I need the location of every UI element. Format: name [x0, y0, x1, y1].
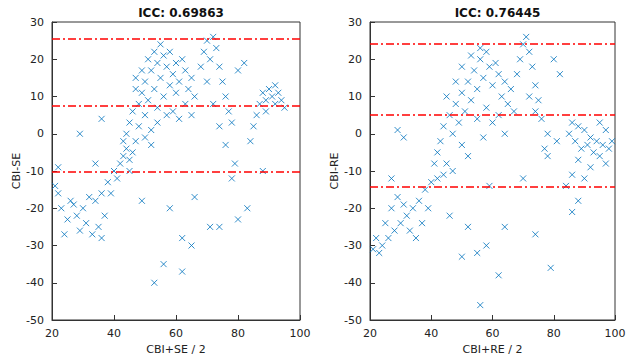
svg-text:CBI-SE: CBI-SE	[10, 153, 23, 189]
svg-text:0: 0	[355, 127, 362, 140]
svg-text:-10: -10	[344, 165, 362, 178]
svg-text:-40: -40	[26, 276, 44, 289]
svg-text:100: 100	[605, 327, 626, 340]
svg-text:ICC: 0.76445: ICC: 0.76445	[455, 6, 541, 20]
svg-text:20: 20	[45, 327, 59, 340]
svg-text:-30: -30	[26, 239, 44, 252]
svg-text:10: 10	[30, 90, 44, 103]
svg-text:30: 30	[30, 16, 44, 29]
svg-text:30: 30	[348, 16, 362, 29]
svg-text:40: 40	[424, 327, 438, 340]
svg-text:10: 10	[348, 90, 362, 103]
svg-text:CBI+RE / 2: CBI+RE / 2	[463, 343, 523, 356]
svg-text:20: 20	[363, 327, 377, 340]
svg-text:60: 60	[486, 327, 500, 340]
svg-text:20: 20	[30, 53, 44, 66]
svg-text:40: 40	[107, 327, 121, 340]
svg-text:0: 0	[37, 127, 44, 140]
svg-text:-20: -20	[344, 202, 362, 215]
svg-text:CBI+SE / 2: CBI+SE / 2	[146, 343, 205, 356]
svg-text:-40: -40	[344, 276, 362, 289]
svg-text:-10: -10	[26, 165, 44, 178]
svg-text:-20: -20	[26, 202, 44, 215]
svg-text:100: 100	[290, 327, 311, 340]
svg-text:-50: -50	[26, 314, 44, 327]
svg-text:20: 20	[348, 53, 362, 66]
svg-text:80: 80	[231, 327, 245, 340]
svg-text:CBI-RE: CBI-RE	[328, 152, 341, 189]
svg-text:-30: -30	[344, 239, 362, 252]
svg-text:60: 60	[169, 327, 183, 340]
svg-text:ICC: 0.69863: ICC: 0.69863	[138, 6, 224, 20]
svg-text:80: 80	[547, 327, 561, 340]
svg-text:-50: -50	[344, 314, 362, 327]
